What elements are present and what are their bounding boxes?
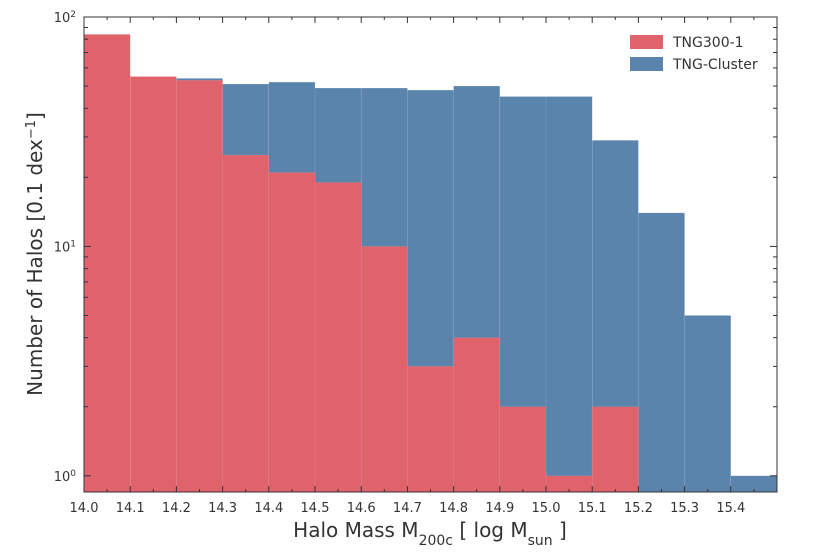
x-tick-label: 14.3 bbox=[208, 501, 237, 516]
x-tick-label: 14.9 bbox=[485, 501, 514, 516]
x-tick-label: 14.6 bbox=[347, 501, 376, 516]
x-tick-label: 15.1 bbox=[578, 501, 607, 516]
x-tick-label: 15.3 bbox=[670, 501, 699, 516]
bar-tng300-1-3 bbox=[222, 154, 270, 493]
x-axis-label: Halo Mass M200c [ log Msun ] bbox=[293, 518, 567, 549]
y-axis-ticks: 100 101 102 bbox=[54, 10, 777, 485]
legend: TNG300-1 TNG-Cluster bbox=[630, 35, 758, 73]
x-tick-label: 14.4 bbox=[254, 501, 283, 516]
legend-label-tng-cluster: TNG-Cluster bbox=[672, 57, 758, 73]
y-tick-label: 102 bbox=[54, 10, 76, 26]
bar-tng300-1-7 bbox=[407, 366, 454, 493]
legend-label-tng300: TNG300-1 bbox=[672, 35, 744, 51]
bar-tng300-1-9 bbox=[499, 406, 547, 493]
tng300-bars bbox=[83, 34, 639, 493]
bar-tng300-1-2 bbox=[176, 80, 223, 493]
y-axis-label: Number of Halos [0.1 dex−1] bbox=[23, 112, 47, 396]
bar-tng300-1-0 bbox=[83, 34, 131, 493]
x-tick-label: 14.2 bbox=[162, 501, 191, 516]
legend-swatch-tng-cluster bbox=[630, 57, 663, 71]
x-tick-label: 14.0 bbox=[70, 501, 99, 516]
x-tick-label: 15.0 bbox=[532, 501, 561, 516]
x-tick-label: 14.1 bbox=[116, 501, 145, 516]
bar-tng300-1-4 bbox=[268, 172, 316, 493]
y-tick-label: 101 bbox=[54, 239, 76, 255]
bar-tng300-1-1 bbox=[129, 76, 177, 493]
bar-tng300-1-11 bbox=[591, 406, 639, 493]
x-tick-label: 14.7 bbox=[393, 501, 422, 516]
x-tick-label: 14.5 bbox=[301, 501, 330, 516]
legend-swatch-tng300 bbox=[630, 35, 663, 49]
x-tick-label: 14.8 bbox=[439, 501, 468, 516]
x-axis-ticks: 14.0 14.1 14.2 14.3 14.4 14.5 14.6 14.7 14.8 14.9… bbox=[70, 17, 755, 516]
bar-tng-cluster-11 bbox=[684, 315, 732, 493]
y-tick-label: 100 bbox=[54, 469, 77, 485]
bar-tng-cluster-8 bbox=[545, 96, 593, 493]
bar-tng300-1-5 bbox=[314, 182, 362, 493]
bar-tng300-1-8 bbox=[453, 337, 501, 493]
bar-tng-cluster-10 bbox=[638, 212, 685, 493]
x-tick-label: 15.4 bbox=[716, 501, 745, 516]
bar-tng300-1-6 bbox=[360, 246, 408, 493]
x-tick-label: 15.2 bbox=[624, 501, 653, 516]
